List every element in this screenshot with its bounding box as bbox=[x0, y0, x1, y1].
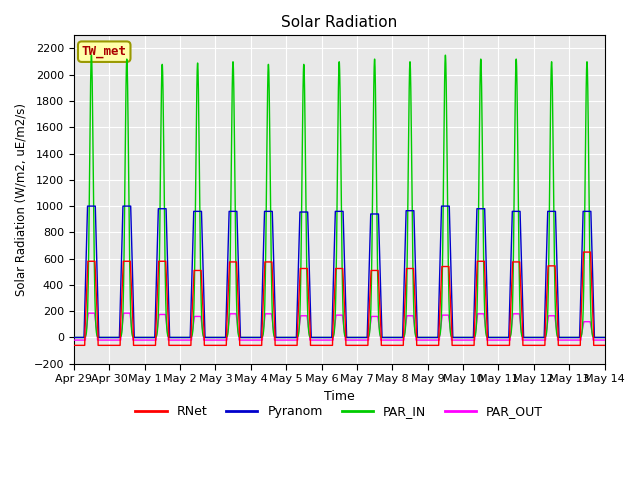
Pyranom bbox=[601, 335, 609, 340]
PAR_IN bbox=[488, 335, 496, 340]
RNet bbox=[165, 342, 173, 348]
Title: Solar Radiation: Solar Radiation bbox=[281, 15, 397, 30]
PAR_OUT bbox=[488, 337, 496, 343]
PAR_IN bbox=[458, 335, 466, 340]
Line: PAR_IN: PAR_IN bbox=[74, 55, 605, 337]
RNet bbox=[458, 342, 466, 348]
PAR_OUT bbox=[84, 310, 92, 316]
Pyranom bbox=[458, 335, 466, 340]
PAR_OUT bbox=[319, 337, 327, 343]
Pyranom bbox=[319, 335, 327, 340]
PAR_OUT bbox=[600, 337, 608, 343]
PAR_OUT bbox=[429, 337, 436, 343]
RNet bbox=[580, 249, 588, 255]
Pyranom bbox=[165, 322, 173, 328]
RNet bbox=[429, 342, 436, 348]
Y-axis label: Solar Radiation (W/m2, uE/m2/s): Solar Radiation (W/m2, uE/m2/s) bbox=[15, 103, 28, 296]
Line: Pyranom: Pyranom bbox=[74, 206, 605, 337]
Pyranom bbox=[429, 335, 436, 340]
RNet bbox=[319, 342, 327, 348]
PAR_OUT bbox=[165, 337, 173, 343]
PAR_IN bbox=[429, 335, 436, 340]
PAR_IN bbox=[319, 335, 327, 340]
Pyranom bbox=[488, 335, 496, 340]
Text: TW_met: TW_met bbox=[82, 45, 127, 58]
X-axis label: Time: Time bbox=[324, 390, 355, 403]
PAR_IN bbox=[600, 335, 608, 340]
PAR_OUT bbox=[458, 337, 466, 343]
PAR_IN bbox=[88, 52, 95, 58]
Pyranom bbox=[70, 335, 77, 340]
Legend: RNet, Pyranom, PAR_IN, PAR_OUT: RNet, Pyranom, PAR_IN, PAR_OUT bbox=[131, 400, 548, 423]
PAR_OUT bbox=[70, 337, 77, 343]
Line: RNet: RNet bbox=[74, 252, 605, 345]
PAR_IN bbox=[165, 335, 173, 340]
RNet bbox=[600, 342, 608, 348]
Pyranom bbox=[600, 335, 608, 340]
PAR_IN bbox=[601, 335, 609, 340]
PAR_OUT bbox=[601, 337, 609, 343]
PAR_IN bbox=[70, 335, 77, 340]
RNet bbox=[601, 342, 609, 348]
Pyranom bbox=[84, 203, 92, 209]
RNet bbox=[70, 342, 77, 348]
RNet bbox=[488, 342, 496, 348]
Line: PAR_OUT: PAR_OUT bbox=[74, 313, 605, 340]
